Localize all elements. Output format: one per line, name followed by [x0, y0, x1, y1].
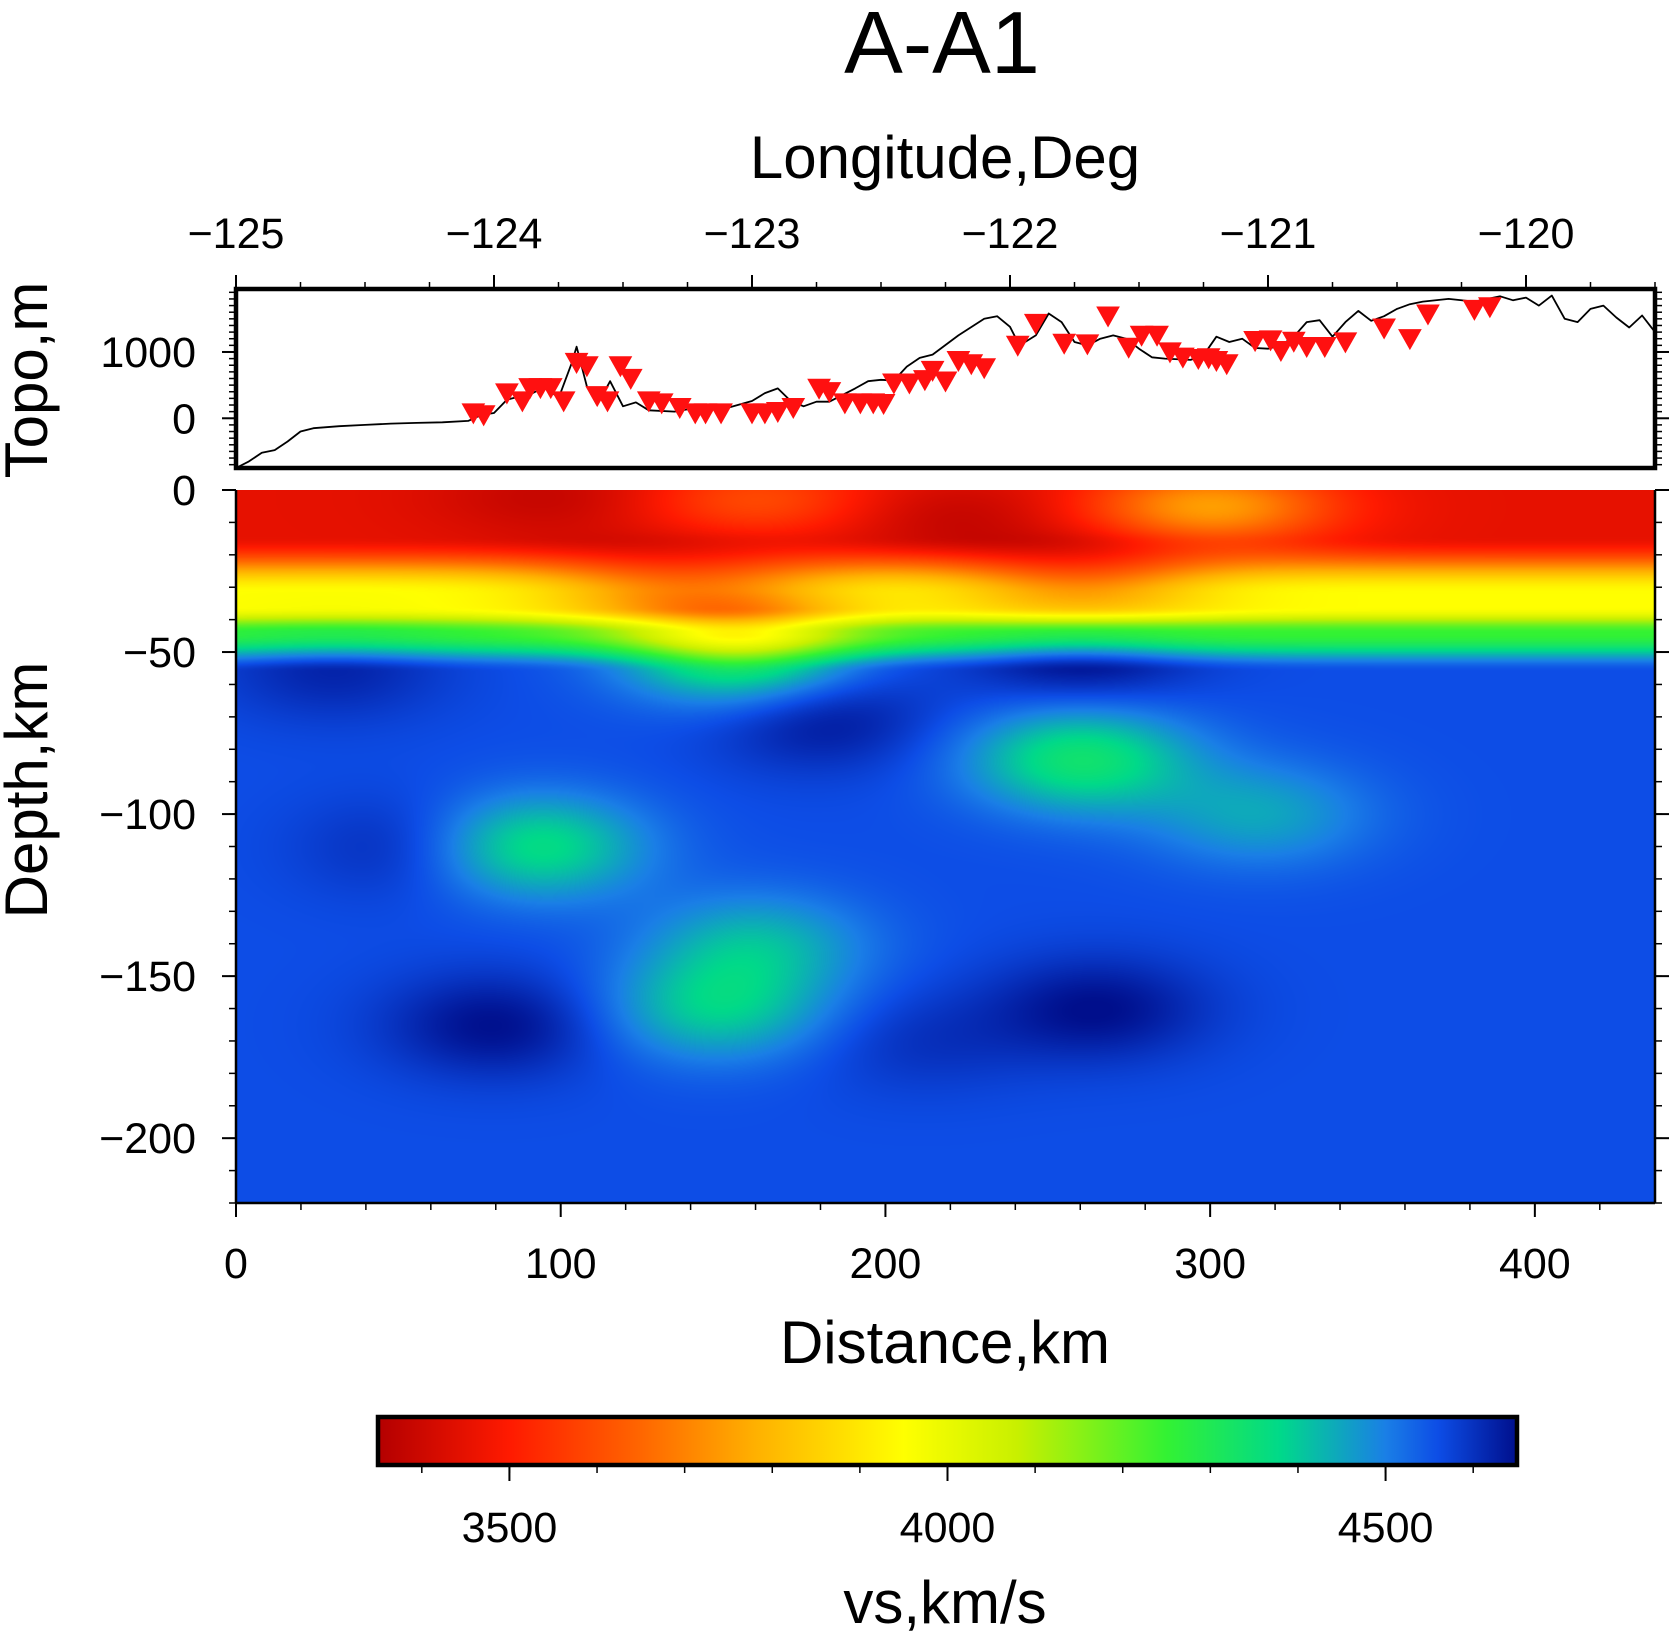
station-marker [1294, 337, 1319, 359]
depth-tick-label: −100 [99, 791, 196, 839]
colorbar-tick-label: 4000 [900, 1504, 996, 1552]
station-marker [649, 393, 674, 415]
colorbar-label: vs,km/s [843, 1569, 1046, 1631]
colorbar-tick-label: 3500 [462, 1504, 558, 1552]
station-marker [920, 360, 945, 382]
station-marker [1075, 334, 1100, 356]
topo-axis-label: Topo,m [0, 282, 60, 479]
chart-title: A-A1 [844, 0, 1040, 92]
topography-panel: 1000 0 [100, 275, 1669, 471]
station-marker [1258, 330, 1283, 352]
distance-tick-label: 200 [850, 1240, 922, 1288]
colorbar-tick-label: 4500 [1338, 1504, 1434, 1552]
distance-tick-label: 400 [1499, 1240, 1571, 1288]
station-marker [1214, 354, 1239, 376]
station-marker [575, 356, 599, 378]
station-marker [817, 382, 842, 404]
station-marker [1398, 329, 1422, 351]
station-marker [1052, 333, 1077, 355]
depth-axis-label: Depth,km [0, 662, 60, 919]
station-marker [693, 403, 718, 425]
station-marker [1145, 325, 1169, 347]
velocity-section-panel: 0 100 200 300 400 0 −50 −100 −150 −200 [99, 467, 1669, 1288]
station-marker [608, 356, 633, 378]
station-marker [1269, 341, 1293, 363]
station-marker [538, 378, 563, 400]
station-marker [882, 373, 906, 395]
topo-tick-label: 1000 [100, 329, 196, 377]
longitude-tick-label: −124 [446, 210, 543, 258]
longitude-tick-label: −121 [1220, 210, 1317, 258]
station-marker [1129, 325, 1154, 347]
distance-axis-label: Distance,km [780, 1309, 1110, 1376]
velocity-heatmap [236, 490, 1655, 1203]
depth-tick-label: −150 [99, 953, 196, 1001]
station-marker [1171, 347, 1195, 369]
longitude-tick-label: −122 [962, 210, 1059, 258]
section-ticks: 0 100 200 300 400 0 −50 −100 −150 −200 [99, 467, 1669, 1288]
distance-tick-label: 0 [224, 1240, 248, 1288]
depth-tick-label: −50 [123, 629, 196, 677]
station-marker [1005, 335, 1030, 357]
topo-ticks: 1000 0 [100, 275, 1669, 466]
station-marker [1462, 299, 1487, 321]
station-marker [1333, 332, 1358, 354]
station-marker [1096, 306, 1120, 328]
station-marker [1243, 331, 1267, 353]
station-marker [709, 403, 733, 425]
colorbar [375, 1414, 1520, 1468]
distance-tick-label: 300 [1174, 1240, 1246, 1288]
depth-tick-label: 0 [172, 467, 196, 515]
station-marker [551, 391, 576, 413]
stations [461, 297, 1502, 427]
depth-tick-label: −200 [99, 1115, 196, 1163]
station-marker [1116, 337, 1141, 359]
station-marker [972, 358, 997, 380]
station-marker [1416, 304, 1440, 326]
station-marker [1023, 313, 1048, 335]
station-marker [618, 368, 643, 390]
station-marker [897, 373, 922, 395]
station-marker [765, 401, 790, 424]
station-marker [871, 394, 896, 416]
station-marker [471, 405, 496, 427]
station-marker [1312, 337, 1337, 359]
longitude-tick-label: −123 [704, 210, 801, 258]
distance-tick-label: 100 [525, 1240, 597, 1288]
top-axis-label: Longitude,Deg [750, 124, 1140, 191]
station-marker [595, 391, 620, 413]
station-marker [833, 393, 857, 415]
topo-tick-label: 0 [172, 395, 196, 443]
station-marker [781, 398, 806, 420]
station-marker [1478, 297, 1502, 319]
station-marker [1372, 318, 1396, 340]
longitude-tick-labels: −125 −124 −123 −122 −121 −120 [188, 210, 1575, 258]
colorbar-ticks: 3500 4000 4500 [421, 1465, 1474, 1552]
longitude-tick-label: −125 [188, 210, 285, 258]
station-marker [510, 391, 535, 413]
longitude-tick-label: −120 [1478, 210, 1575, 258]
station-marker [933, 371, 958, 393]
